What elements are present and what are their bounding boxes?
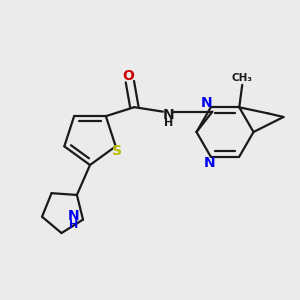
Text: O: O <box>122 69 134 83</box>
Text: H: H <box>69 220 78 230</box>
Text: N: N <box>68 209 79 223</box>
Text: S: S <box>112 144 122 158</box>
Text: CH₃: CH₃ <box>232 73 253 83</box>
Text: N: N <box>203 156 215 170</box>
Text: H: H <box>164 118 173 128</box>
Text: N: N <box>163 108 174 122</box>
Text: N: N <box>200 96 212 110</box>
